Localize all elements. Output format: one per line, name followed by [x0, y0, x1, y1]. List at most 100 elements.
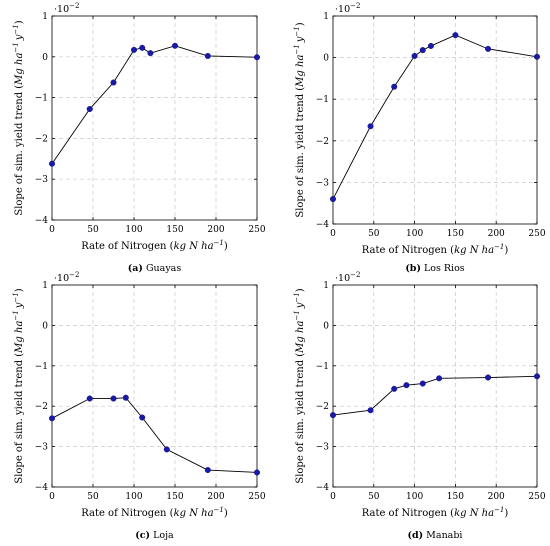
data-point — [411, 52, 418, 59]
panel-caption-text: Loja — [150, 530, 174, 541]
x-axis-label-unit: kg N ha — [454, 508, 494, 519]
x-axis-label: Rate of Nitrogen (kg N ha−1) — [81, 239, 228, 252]
y-tick-label: −2 — [316, 402, 329, 412]
x-tick-label: 0 — [330, 492, 336, 502]
y-axis-label-text: Slope of sim. yield trend ( — [295, 87, 306, 218]
scale-base: ·10 — [54, 4, 69, 15]
scale-base: ·10 — [54, 273, 69, 284]
x-axis-label-close: ) — [504, 245, 508, 256]
data-point — [330, 196, 337, 203]
x-axis-label-unit: kg N ha — [174, 508, 214, 519]
panel-caption-text: Los Rios — [421, 263, 465, 274]
x-tick-label: 150 — [166, 225, 183, 235]
x-tick-label: 50 — [87, 492, 99, 502]
y-tick-label: −1 — [316, 95, 329, 105]
panel-caption-label: (b) — [405, 263, 421, 274]
data-point — [419, 47, 426, 54]
y-axis-label-exponent: −1 — [12, 24, 20, 34]
y-axis-label-unit: Mg ha — [14, 53, 25, 86]
series-line — [332, 34, 538, 200]
x-tick-label: 50 — [368, 229, 380, 239]
y-axis-label-unit: y — [295, 36, 306, 43]
y-axis-label-exponent: −1 — [12, 310, 20, 320]
x-axis-label: Rate of Nitrogen (kg N ha−1) — [362, 506, 509, 519]
panel-caption-label: (c) — [135, 530, 150, 541]
y-axis-label-unit: Mg ha — [14, 321, 25, 354]
y-axis-label-exponent: −1 — [293, 26, 301, 36]
y-axis-label-unit: y — [14, 302, 25, 309]
data-point — [86, 106, 93, 113]
data-point — [367, 407, 374, 414]
scale-exponent: −2 — [350, 2, 360, 10]
panel-caption-label: (d) — [408, 530, 424, 541]
data-point — [391, 83, 398, 90]
y-tick-label: −4 — [35, 216, 49, 226]
y-scale-factor: ·10−2 — [54, 271, 79, 284]
y-axis-label: Slope of sim. yield trend (Mg ha−1y−1) — [293, 288, 306, 483]
axes-frame — [332, 15, 538, 225]
y-tick-label: −3 — [316, 178, 330, 188]
data-point — [49, 415, 56, 422]
scale-base: ·10 — [335, 273, 350, 284]
x-axis-label: Rate of Nitrogen (kg N ha−1) — [81, 506, 228, 519]
x-axis-label-close: ) — [224, 508, 228, 519]
y-axis-label-exponent: −1 — [12, 292, 20, 302]
x-axis-label-exponent: −1 — [214, 239, 224, 247]
y-axis-label-exponent: −1 — [293, 44, 301, 54]
x-axis-label-exponent: −1 — [494, 506, 504, 514]
y-axis-label: Slope of sim. yield trend (Mg ha−1y−1) — [293, 22, 306, 217]
data-point — [86, 395, 93, 402]
x-tick-label: 150 — [447, 492, 464, 502]
panel-caption: (b) Los Rios — [405, 263, 464, 274]
x-axis-label-unit: kg N ha — [174, 241, 214, 252]
panel-caption: (a) Guayas — [128, 263, 182, 274]
y-axis-label-exponent: −1 — [293, 292, 301, 302]
y-tick-label: −3 — [35, 443, 49, 453]
y-tick-label: 1 — [323, 12, 329, 22]
data-point — [485, 45, 492, 52]
y-scale-factor: ·10−2 — [335, 271, 360, 284]
series-line — [332, 375, 538, 416]
y-scale-factor: ·10−2 — [335, 2, 360, 15]
x-axis-label-text: Rate of Nitrogen ( — [362, 508, 454, 519]
x-tick-label: 0 — [49, 225, 55, 235]
data-point — [419, 380, 426, 387]
data-point — [485, 374, 492, 381]
x-tick-label: 200 — [488, 492, 505, 502]
x-tick-label: 150 — [166, 492, 183, 502]
x-tick-label: 50 — [87, 225, 99, 235]
y-axis-label-close: ) — [14, 288, 25, 292]
data-point — [330, 412, 337, 419]
x-axis-label-unit: kg N ha — [454, 245, 494, 256]
data-point — [139, 44, 146, 51]
panel-caption: (c) Loja — [135, 530, 174, 541]
data-point — [163, 446, 170, 453]
y-tick-label: 1 — [323, 281, 329, 291]
y-scale-factor: ·10−2 — [54, 2, 79, 15]
scale-exponent: −2 — [69, 2, 79, 10]
axes-frame — [51, 284, 258, 488]
y-axis-label-text: Slope of sim. yield trend ( — [14, 353, 25, 484]
y-axis-label-close: ) — [14, 20, 25, 24]
scale-exponent: −2 — [69, 271, 79, 279]
x-axis-label-exponent: −1 — [494, 243, 504, 251]
y-tick-label: −2 — [35, 134, 48, 144]
y-tick-label: −1 — [316, 362, 329, 372]
x-tick-label: 200 — [207, 225, 224, 235]
data-point — [204, 467, 211, 474]
data-point — [253, 54, 260, 61]
x-tick-label: 150 — [447, 229, 464, 239]
y-tick-label: −1 — [35, 94, 48, 104]
y-tick-label: −4 — [316, 220, 330, 230]
data-point — [204, 52, 211, 59]
x-tick-label: 100 — [406, 492, 423, 502]
x-tick-label: 200 — [488, 229, 505, 239]
data-point — [403, 382, 410, 389]
data-point — [49, 160, 56, 167]
data-point — [110, 395, 117, 402]
